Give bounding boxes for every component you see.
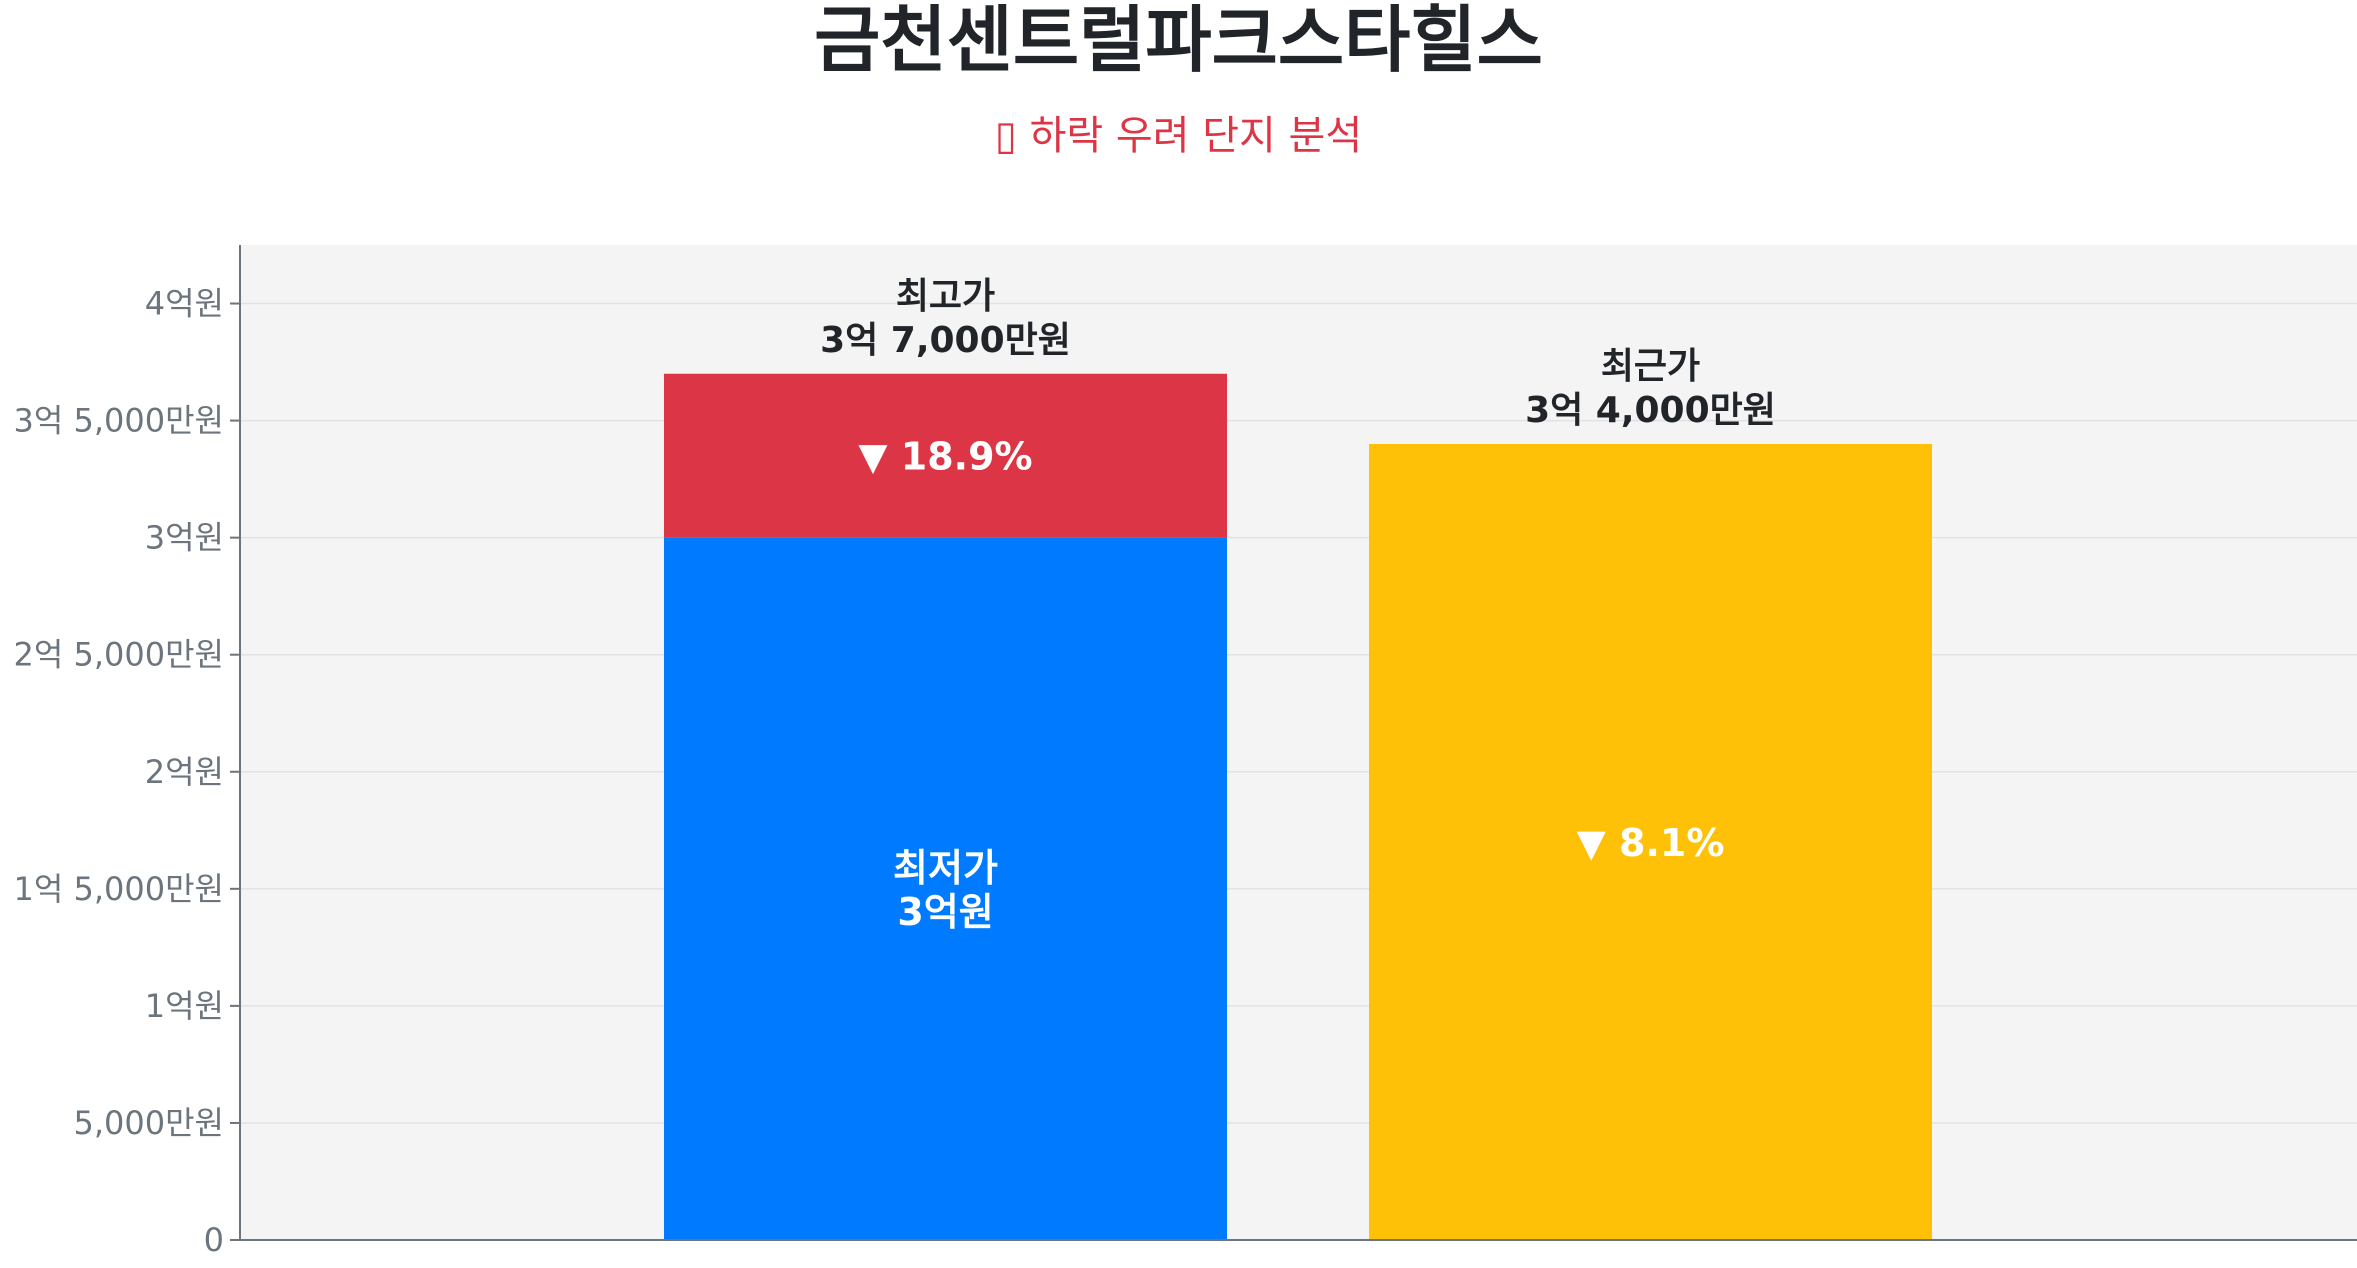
y-tick-label: 1억원 xyxy=(145,987,224,1025)
y-tick-label: 2억 5,000만원 xyxy=(14,636,224,674)
y-tick-label: 3억 5,000만원 xyxy=(14,402,224,440)
y-tick-label: 1억 5,000만원 xyxy=(14,870,224,908)
bar-inner-label: ▼ 18.9% xyxy=(858,435,1032,479)
chart-title: 금천센트럴파크스타힐스 xyxy=(814,0,1543,82)
bar-top-label: 3억 7,000만원 xyxy=(820,320,1071,361)
y-tick-label: 3억원 xyxy=(145,519,224,557)
bar-inner-label: 최저가 xyxy=(893,846,998,890)
y-tick-label: 0 xyxy=(204,1221,224,1259)
bar-segment xyxy=(1369,444,1932,1240)
bar-top-label: 최고가 xyxy=(896,276,995,317)
plot-background xyxy=(240,245,2357,1240)
y-tick-label: 4억원 xyxy=(145,285,224,323)
bar-segment xyxy=(664,537,1227,1240)
bar-inner-label: 3억원 xyxy=(897,890,993,934)
bar-inner-label: ▼ 8.1% xyxy=(1577,821,1725,865)
bar-segment xyxy=(664,373,1227,538)
y-tick-label: 2억원 xyxy=(145,753,224,791)
bar-top-label: 최근가 xyxy=(1601,346,1700,387)
y-tick-label: 5,000만원 xyxy=(74,1104,225,1142)
bar-top-label: 3억 4,000만원 xyxy=(1525,390,1776,431)
chart-subtitle: ▯ 하락 우려 단지 분석 xyxy=(994,113,1363,159)
